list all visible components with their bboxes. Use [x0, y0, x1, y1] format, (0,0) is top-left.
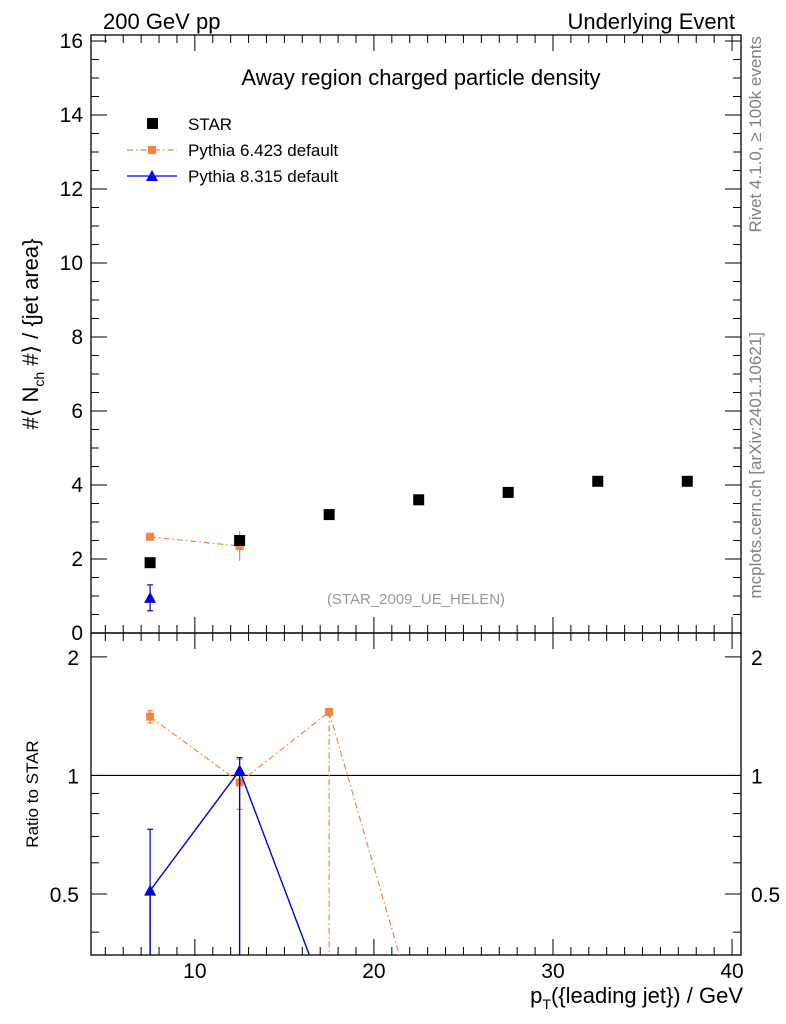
main-ytick-label: 10: [60, 252, 83, 275]
main-ylabel-pre: #⟨ N: [18, 387, 43, 430]
ratio-ytick-label-right: 2: [751, 647, 763, 670]
main-ytick-label: 12: [60, 178, 83, 201]
legend: STAR Pythia 6.423 default Pythia 8.315 d…: [127, 115, 339, 186]
pythia6-ratio-point: [146, 712, 155, 721]
ratio-ytick-label: 1: [67, 765, 79, 788]
pythia6-ratio-tail: [328, 711, 400, 955]
pythia8-ratio-line: [149, 769, 241, 892]
main-title: Away region charged particle density: [241, 65, 600, 90]
legend-star-marker: [147, 118, 158, 129]
pythia6-main-point: [235, 542, 244, 551]
rivet-label: Rivet 4.1.0, ≥ 100k events: [746, 36, 765, 232]
main-ylabel: #⟨ Nch #⟩ / {jet area}: [18, 239, 47, 430]
main-ytick-label: 6: [71, 400, 83, 423]
legend-pythia6-marker: [148, 146, 156, 154]
header-right: Underlying Event: [567, 9, 735, 34]
star-point: [413, 494, 425, 506]
ratio-xtick-label: 10: [183, 960, 206, 983]
marks-layer: [144, 475, 693, 955]
xlabel-sub: T: [542, 996, 551, 1012]
star-point: [234, 535, 246, 546]
main-ylabel-sub: ch: [31, 372, 47, 387]
star-point: [681, 475, 693, 487]
ratio-ytick-label: 2: [67, 647, 79, 670]
ratio-ylabel: Ratio to STAR: [23, 740, 42, 847]
pythia8-main-point: [144, 591, 157, 603]
header-left: 200 GeV pp: [103, 9, 220, 34]
xlabel-post: ({leading jet}) / GeV: [551, 983, 743, 1008]
star-point: [592, 475, 604, 487]
main-ytick-label: 14: [60, 104, 84, 127]
xlabel: pT({leading jet}) / GeV: [530, 983, 743, 1012]
pythia6-ratio-point: [325, 707, 334, 716]
pythia6-main-point: [146, 532, 155, 541]
mcplots-label: mcplots.cern.ch [arXiv:2401.10621]: [746, 332, 765, 598]
ratio-xtick-label: 20: [362, 960, 385, 983]
legend-star-label: STAR: [188, 115, 232, 134]
ratio-ytick-label: 0.5: [50, 884, 79, 907]
xlabel-pre: p: [530, 983, 542, 1008]
pythia8-ratio-point: [144, 884, 157, 896]
pythia8-ratio-point: [233, 764, 246, 776]
star-point: [323, 509, 335, 521]
ratio-panel-frame: [90, 632, 742, 956]
ratio-series-group: [144, 707, 400, 955]
analysis-watermark: (STAR_2009_UE_HELEN): [327, 591, 505, 608]
main-ytick-label: 0: [71, 622, 83, 645]
pythia8-ratio-tail: [238, 770, 311, 955]
star-point: [144, 557, 156, 569]
main-ylabel-post: #⟩ / {jet area}: [18, 239, 43, 372]
main-ytick-label: 4: [71, 474, 83, 497]
legend-pythia8-marker: [146, 170, 158, 181]
ratio-xtick-label: 40: [720, 960, 743, 983]
ratio-ytick-label-right: 0.5: [751, 884, 780, 907]
legend-pythia8-label: Pythia 8.315 default: [188, 167, 339, 186]
main-ytick-label: 8: [71, 326, 83, 349]
main-ytick-label: 2: [71, 548, 83, 571]
ratio-xtick-label: 30: [541, 960, 564, 983]
ratio-ytick-label-right: 1: [751, 765, 763, 788]
main-ytick-label: 16: [60, 30, 83, 53]
legend-pythia6-label: Pythia 6.423 default: [188, 141, 339, 160]
pythia6-main-line: [150, 536, 240, 547]
star-point: [502, 486, 514, 498]
